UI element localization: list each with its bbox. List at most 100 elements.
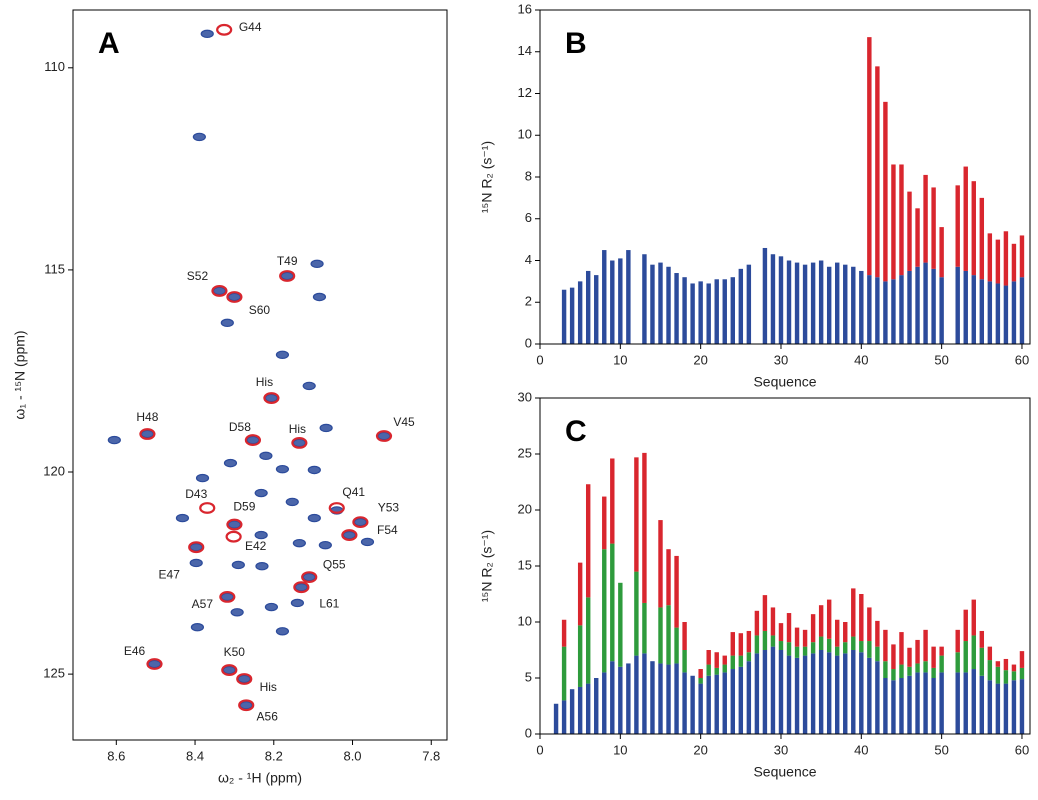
peak <box>219 591 236 603</box>
peak <box>146 658 163 670</box>
peak <box>291 437 308 449</box>
bar-segment <box>602 250 607 344</box>
bar-segment <box>995 239 1001 284</box>
bar-segment <box>915 672 920 734</box>
x-tick-label: 40 <box>854 352 868 367</box>
bar-segment <box>714 667 719 675</box>
y-tick-label: 25 <box>518 445 532 460</box>
peak <box>107 435 121 445</box>
bar-segment <box>778 650 784 734</box>
peak <box>302 572 316 582</box>
bar-segment <box>810 262 816 344</box>
bar-segment <box>979 675 985 734</box>
bar-segment <box>569 287 575 344</box>
bar-segment <box>658 262 663 344</box>
bar-segment <box>594 275 599 344</box>
bar-segment <box>802 646 808 656</box>
bar-segment <box>818 605 824 637</box>
peak <box>238 699 255 712</box>
peak-label: Q55 <box>323 557 346 571</box>
bar-segment <box>1011 243 1017 282</box>
peak <box>222 665 236 675</box>
bar-segment <box>826 266 832 344</box>
bar-segment <box>1019 651 1025 668</box>
bar-segment <box>746 652 752 662</box>
bar-segment <box>891 164 896 280</box>
peak <box>230 608 244 617</box>
bar-segment <box>610 260 615 344</box>
bar-segment <box>802 264 808 344</box>
bar-segment <box>618 666 623 734</box>
bar-segment <box>618 582 623 667</box>
bar-segment <box>939 277 944 344</box>
peak <box>192 132 206 142</box>
bar-segment <box>1019 679 1025 734</box>
bar-segment <box>634 655 639 734</box>
bar-segment <box>730 669 735 734</box>
bar-segment <box>730 632 735 656</box>
peak <box>254 488 268 498</box>
peak <box>216 23 233 36</box>
bar-segment <box>955 672 960 734</box>
bar-segment <box>979 630 985 648</box>
bar-segment <box>826 599 832 639</box>
panel-letter: B <box>565 27 587 60</box>
bar-segment <box>585 484 591 598</box>
peak <box>226 518 243 531</box>
bar-segment <box>730 277 735 344</box>
peak-label: His <box>256 375 273 389</box>
bar-segment <box>995 666 1001 684</box>
bar-segment <box>883 281 888 344</box>
bar-segment <box>923 629 928 662</box>
bar-segment <box>859 652 864 734</box>
bar-segment <box>979 647 985 676</box>
bar-segment <box>859 641 864 653</box>
peak <box>264 393 279 403</box>
peak <box>199 502 216 514</box>
peak <box>319 423 333 433</box>
bar-segment <box>1019 277 1025 344</box>
bar-segment <box>1003 683 1009 734</box>
bar-segment <box>810 614 816 643</box>
peak-label: His <box>260 680 277 694</box>
peak <box>188 541 205 554</box>
bar-segment <box>778 641 784 650</box>
bar-segment <box>987 660 993 681</box>
peak <box>140 429 155 439</box>
peak <box>375 430 393 442</box>
bar-segment <box>642 602 647 654</box>
bar-segment <box>553 703 559 734</box>
peak-label: Y53 <box>378 500 400 514</box>
bar-segment <box>931 187 936 269</box>
bar-segment <box>794 657 800 734</box>
bar-segment <box>907 270 912 344</box>
bar-segment <box>626 663 631 734</box>
bar-segment <box>802 655 808 734</box>
peak-label: E42 <box>245 539 267 553</box>
bar-segment <box>987 281 993 344</box>
peak <box>221 664 238 676</box>
x-tick-label: 8.6 <box>107 748 125 763</box>
x-tick-label: 8.0 <box>343 748 361 763</box>
peak-label: D59 <box>233 500 255 514</box>
bar-segment <box>690 675 695 734</box>
y-tick-label: 4 <box>525 252 532 267</box>
bar-segment <box>859 270 864 344</box>
bar-segment <box>818 260 824 344</box>
x-tick-label: 40 <box>854 742 868 757</box>
bar-segment <box>963 641 968 673</box>
peak <box>255 561 269 571</box>
bar-segment <box>602 496 607 550</box>
bar-segment <box>851 636 856 650</box>
bar-segment <box>835 262 840 344</box>
y-tick-label: 6 <box>525 210 532 225</box>
x-tick-label: 30 <box>774 352 788 367</box>
bar-segment <box>642 254 647 344</box>
peak <box>212 286 227 296</box>
bar-segment <box>698 678 703 684</box>
bar-segment <box>658 607 663 664</box>
bar-segment <box>1019 667 1025 680</box>
peak <box>275 627 290 636</box>
bar-segment <box>642 653 647 734</box>
peak-label: D43 <box>185 487 207 501</box>
